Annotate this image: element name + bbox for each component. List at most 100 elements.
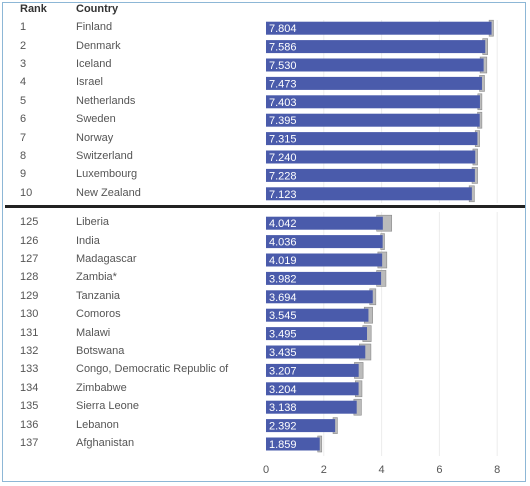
rank-cell: 126	[20, 234, 39, 247]
rank-cell: 132	[20, 345, 39, 357]
bar	[266, 187, 472, 201]
bar-value-label: 3.495	[269, 329, 297, 341]
bar-value-label: 4.036	[269, 237, 297, 249]
x-tick-label: 4	[379, 464, 385, 476]
country-header: Country	[76, 3, 119, 15]
bar	[266, 437, 320, 451]
country-cell: Zambia*	[76, 271, 117, 284]
bar	[266, 327, 368, 341]
bar	[266, 21, 492, 35]
rank-cell: 127	[20, 253, 39, 265]
bar-value-label: 3.435	[269, 347, 297, 359]
rank-cell: 134	[20, 381, 39, 394]
rank-cell: 4	[20, 76, 27, 89]
rank-cell: 136	[20, 418, 39, 431]
country-cell: Malawi	[76, 326, 111, 339]
bar	[266, 216, 383, 230]
country-cell: Liberia	[76, 216, 110, 229]
country-cell: India	[76, 234, 100, 247]
bar	[266, 95, 480, 109]
rank-cell: 128	[20, 271, 39, 284]
bar-value-label: 4.019	[269, 255, 297, 267]
country-cell: New Zealand	[76, 186, 141, 199]
rank-cell: 3	[20, 58, 27, 70]
bar	[266, 235, 383, 249]
bar-value-label: 7.586	[269, 42, 297, 54]
rank-cell: 125	[20, 216, 39, 229]
bar	[266, 132, 478, 146]
country-cell: Denmark	[76, 39, 121, 52]
x-tick-label: 2	[321, 464, 327, 476]
country-cell: Finland	[76, 21, 113, 34]
rank-cell: 137	[20, 437, 39, 449]
country-cell: Zimbabwe	[76, 381, 127, 394]
country-cell: Congo, Democratic Republic of	[76, 363, 229, 376]
rank-cell: 135	[20, 400, 39, 413]
country-cell: Sweden	[76, 113, 116, 126]
bar	[266, 363, 359, 377]
rank-cell: 5	[20, 94, 27, 107]
bar-value-label: 2.392	[269, 421, 297, 433]
bar-value-label: 7.395	[269, 115, 297, 127]
country-cell: Sierra Leone	[76, 400, 139, 413]
bar	[266, 382, 359, 396]
country-cell: Tanzania	[76, 289, 121, 302]
rank-header: Rank	[20, 3, 47, 15]
rank-cell: 8	[20, 150, 27, 162]
rank-cell: 2	[20, 39, 27, 52]
rank-cell: 7	[20, 131, 27, 144]
bar-value-label: 3.982	[269, 273, 297, 285]
bar-value-label: 7.228	[269, 170, 297, 182]
country-cell: Israel	[76, 76, 103, 89]
bar	[266, 400, 357, 414]
group-divider	[5, 205, 525, 208]
country-cell: Madagascar	[76, 253, 137, 265]
bar	[266, 308, 369, 322]
rank-cell: 131	[20, 326, 39, 339]
country-cell: Luxembourg	[76, 168, 138, 181]
x-tick-label: 8	[494, 464, 500, 476]
bar	[266, 345, 366, 359]
bar	[266, 113, 480, 127]
bar-value-label: 7.315	[269, 134, 297, 146]
country-cell: Iceland	[76, 58, 112, 70]
country-cell: Comoros	[76, 308, 121, 321]
rank-cell: 6	[20, 113, 27, 126]
bar-value-label: 1.859	[269, 439, 297, 451]
bar-value-label: 7.804	[269, 23, 297, 35]
country-cell: Netherlands	[76, 94, 136, 107]
country-cell: Lebanon	[76, 418, 119, 431]
bar	[266, 271, 382, 285]
bar-value-label: 3.207	[269, 365, 297, 377]
x-tick-label: 6	[436, 464, 442, 476]
x-tick-label: 0	[263, 464, 269, 476]
rank-cell: 9	[20, 168, 27, 181]
bar	[266, 419, 336, 433]
bar	[266, 76, 482, 90]
bar-value-label: 7.403	[269, 97, 297, 109]
bar-value-label: 7.530	[269, 60, 297, 72]
bar-value-label: 7.473	[269, 78, 297, 90]
bar-value-label: 3.545	[269, 310, 297, 322]
bar	[266, 150, 476, 164]
rank-cell: 1	[20, 21, 27, 34]
country-cell: Norway	[76, 131, 114, 144]
bar	[266, 40, 486, 54]
bar-value-label: 3.694	[269, 292, 297, 304]
bar-value-label: 7.123	[269, 189, 297, 201]
bar-value-label: 3.204	[269, 384, 297, 396]
bar	[266, 290, 373, 304]
rank-cell: 133	[20, 363, 39, 376]
country-cell: Switzerland	[76, 150, 133, 162]
bar-value-label: 4.042	[269, 218, 297, 230]
rank-cell: 10	[20, 186, 33, 199]
bar	[266, 58, 484, 72]
bar-value-label: 7.240	[269, 152, 297, 164]
rank-cell: 130	[20, 308, 39, 321]
rank-cell: 129	[20, 289, 39, 302]
bar	[266, 253, 383, 267]
country-cell: Afghanistan	[76, 437, 135, 449]
bar-value-label: 3.138	[269, 402, 297, 414]
country-cell: Botswana	[76, 345, 125, 357]
